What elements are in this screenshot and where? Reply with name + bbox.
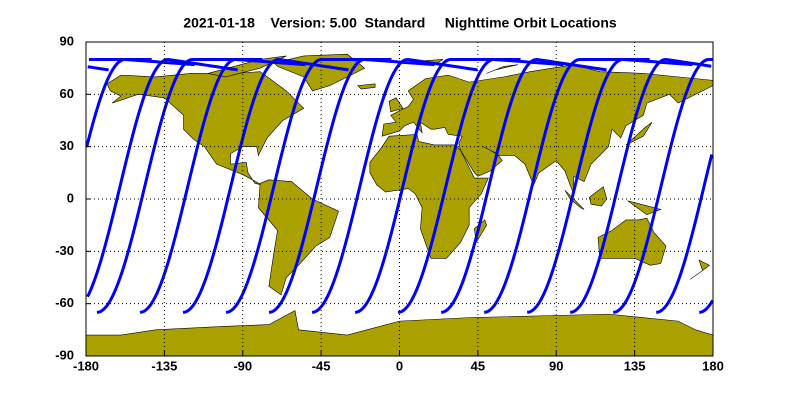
- orbit-track: [311, 57, 478, 314]
- x-tick-label: 45: [471, 358, 485, 373]
- y-tick-label: -60: [55, 295, 74, 310]
- x-tick-label: 135: [624, 358, 646, 373]
- chart-title: 2021-01-18 Version: 5.00 Standard Nightt…: [183, 15, 617, 31]
- orbit-track: [268, 57, 435, 314]
- landmass: [85, 310, 714, 357]
- orbit-track: [139, 57, 306, 314]
- axes-layer: -180 -135 -90 -45 0 45 90 135 180 -90 -60 -30 0 30 60 9…: [55, 33, 724, 373]
- orbit-track: [397, 57, 564, 314]
- y-tick-label: -30: [55, 243, 74, 258]
- landmass: [106, 71, 305, 186]
- orbit-track: [85, 57, 195, 148]
- orbit-track: [96, 57, 263, 314]
- orbit-track: [182, 57, 349, 314]
- orbit-track: [526, 57, 693, 314]
- landmass: [369, 134, 489, 259]
- landmass: [564, 190, 585, 210]
- orbit-track: [87, 65, 109, 72]
- x-tick-label: -180: [73, 358, 99, 373]
- x-tick-label: -135: [151, 358, 177, 373]
- orbit-track: [483, 57, 650, 314]
- x-tick-label: 0: [396, 358, 403, 373]
- plot-frame: [85, 41, 714, 357]
- orbit-track: [354, 57, 521, 314]
- orbit-layer: [85, 57, 714, 314]
- orbit-track: [656, 154, 714, 314]
- landmass: [258, 179, 339, 296]
- landmass: [357, 83, 376, 90]
- orbit-track: [86, 57, 238, 298]
- landmass: [625, 122, 653, 146]
- x-tick-label: 180: [702, 358, 724, 373]
- landmass: [388, 97, 404, 113]
- landmass: [486, 64, 519, 74]
- y-tick-label: 60: [60, 86, 74, 101]
- orbit-track: [699, 299, 714, 314]
- y-tick-label: 30: [60, 138, 74, 153]
- y-tick-label: 90: [60, 33, 74, 48]
- orbit-track: [569, 57, 712, 314]
- orbit-track: [225, 57, 392, 314]
- orbit-track: [613, 57, 713, 314]
- land-layer: [85, 53, 714, 357]
- orbit-track: [440, 57, 607, 314]
- x-tick-label: 90: [549, 358, 563, 373]
- x-tick-label: -90: [233, 358, 252, 373]
- x-tick-label: -45: [312, 358, 331, 373]
- y-tick-label: -90: [55, 347, 74, 362]
- y-tick-label: 0: [67, 190, 74, 205]
- landmass: [589, 186, 608, 207]
- landmass: [690, 259, 711, 280]
